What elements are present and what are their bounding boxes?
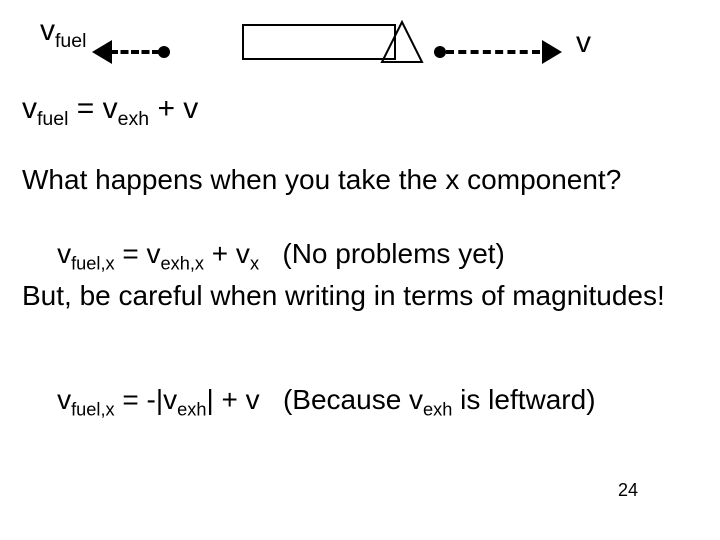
eq2-p0: v — [57, 238, 71, 269]
vfuel-base: v — [40, 14, 55, 47]
arrow-v-line — [446, 50, 540, 54]
eq2-p2: = v — [115, 238, 161, 269]
eq3-p0: v — [57, 384, 71, 415]
vfuel-label: vfuel — [40, 14, 86, 53]
eq2-p6: (No problems yet) — [259, 238, 505, 269]
rocket-nose-icon — [380, 20, 426, 71]
eq3-p5: exh — [423, 400, 452, 420]
arrow-v — [440, 42, 560, 62]
eq3-p4: | + v (Because v — [206, 384, 423, 415]
equation-1: vfuel = vexh + v — [22, 92, 198, 131]
vfuel-sub: fuel — [55, 30, 86, 52]
warning-content: But, be careful when writing in terms of… — [22, 280, 665, 311]
eq1-p2: = v — [68, 92, 117, 125]
eq3-p3: exh — [177, 400, 206, 420]
eq3-p2: = -|v — [115, 384, 178, 415]
eq2-p5: x — [250, 254, 259, 274]
arrow-v-dot — [434, 46, 446, 58]
arrow-vfuel-head — [92, 40, 112, 64]
question-content: What happens when you take the x compone… — [22, 164, 621, 195]
eq1-p0: v — [22, 92, 37, 125]
eq3-p1: fuel,x — [71, 400, 114, 420]
rocket-body — [242, 24, 396, 60]
arrow-vfuel-dot — [158, 46, 170, 58]
question-text: What happens when you take the x compone… — [22, 164, 621, 196]
triangle-icon — [380, 20, 426, 66]
equation-3: vfuel,x = -|vexh| + v (Because vexh is l… — [26, 352, 596, 453]
rocket-diagram: vfuel v — [0, 8, 720, 72]
eq1-p3: exh — [118, 108, 149, 130]
v-label: v — [576, 26, 591, 60]
arrow-vfuel-line — [110, 50, 160, 54]
eq2-p1: fuel,x — [71, 254, 114, 274]
eq2-p3: exh,x — [161, 254, 204, 274]
warning-text: But, be careful when writing in terms of… — [22, 280, 665, 312]
eq1-p4: + v — [149, 92, 198, 125]
arrow-vfuel — [94, 42, 164, 62]
eq3-p6: is leftward) — [452, 384, 595, 415]
arrow-v-head — [542, 40, 562, 64]
eq1-p1: fuel — [37, 108, 68, 130]
slide-root: vfuel v vfuel = vexh + v What happens wh… — [0, 0, 720, 540]
page-number-text: 24 — [618, 480, 638, 500]
page-number: 24 — [618, 480, 638, 501]
v-label-text: v — [576, 26, 591, 59]
eq2-p4: + v — [204, 238, 250, 269]
